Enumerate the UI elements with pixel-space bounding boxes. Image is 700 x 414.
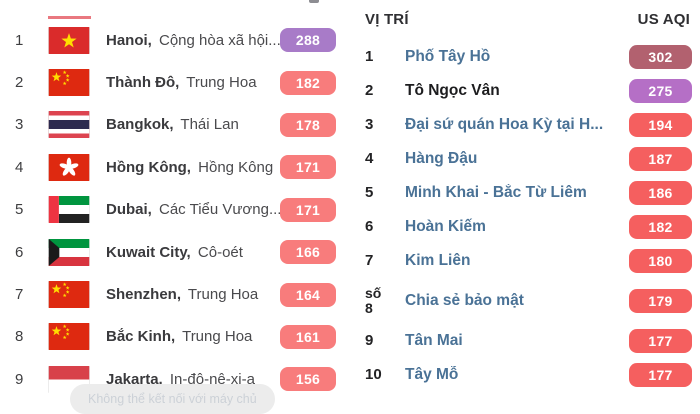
station-name-link[interactable]: Đại sứ quán Hoa Kỳ tại H...	[405, 116, 604, 133]
city-name: Hồng Kông, Hồng Kông	[106, 158, 274, 176]
aqi-badge: 182	[280, 70, 336, 95]
aqi-badge: 178	[280, 112, 336, 137]
station-name-link[interactable]: Kim Liên	[405, 252, 471, 269]
aqi-badge: 161	[280, 324, 336, 349]
station-ranking-header: VỊ TRÍ US AQI	[365, 8, 692, 30]
rank-number: số 8	[365, 285, 382, 316]
flag-china-icon	[48, 323, 90, 351]
aqi-badge: 171	[280, 155, 336, 180]
station-ranking-row[interactable]: 9 Tân Mai 177	[365, 324, 692, 358]
city-ranking-row[interactable]: 9 Jakarta, In-đô-nê-xi-a 156	[0, 358, 350, 400]
rank-number: 1	[15, 31, 24, 49]
city-ranking-list: 1 Hanoi, Cộng hòa xã hội... 288 2 Thành …	[0, 0, 350, 400]
city-ranking-row[interactable]: 4 Hồng Kông, Hồng Kông 171	[0, 146, 350, 188]
aqi-badge: 179	[629, 289, 692, 313]
flag-vietnam-icon	[48, 26, 90, 54]
flag-china-icon	[48, 69, 90, 97]
station-ranking-row[interactable]: 6 Hoàn Kiếm 182	[365, 210, 692, 244]
station-ranking-row[interactable]: 7 Kim Liên 180	[365, 244, 692, 278]
aqi-badge: 194	[629, 113, 692, 137]
aqi-badge: 288	[280, 28, 336, 53]
aqi-badge: 186	[629, 181, 692, 205]
city-ranking-row[interactable]: 5 Dubai, Các Tiểu Vương... 171	[0, 189, 350, 231]
connection-error-toast: Không thể kết nối với máy chủ	[70, 384, 275, 414]
flag-hong-kong-icon	[48, 153, 90, 181]
rank-number: 1	[365, 48, 374, 66]
station-ranking-panel: VỊ TRÍ US AQI 1 Phố Tây Hồ 302 2 Tô Ngọc…	[350, 0, 700, 400]
city-name: Jakarta, In-đô-nê-xi-a	[106, 370, 255, 388]
flag-thailand-icon	[48, 111, 90, 139]
rank-number: 4	[365, 150, 374, 168]
station-ranking-row[interactable]: 10 Tây Mỗ 177	[365, 358, 692, 392]
flag-china-icon	[48, 281, 90, 309]
city-ranking-row[interactable]: 6 Kuwait City, Cô-oét 166	[0, 231, 350, 273]
rank-number: 2	[365, 82, 374, 100]
rank-number: 5	[15, 201, 24, 219]
station-name-link[interactable]: Chia sẻ bảo mật	[405, 292, 524, 309]
station-ranking-rows: 1 Phố Tây Hồ 302 2 Tô Ngọc Vân 275 3 Đại…	[365, 40, 692, 392]
aqi-badge: 187	[629, 147, 692, 171]
station-name-link[interactable]: Minh Khai - Bắc Từ Liêm	[405, 184, 587, 201]
station-name-link[interactable]: Phố Tây Hồ	[405, 48, 491, 65]
aqi-badge: 164	[280, 282, 336, 307]
aqi-badge: 156	[280, 367, 336, 392]
aqi-badge: 177	[629, 329, 692, 353]
station-ranking-row[interactable]: 5 Minh Khai - Bắc Từ Liêm 186	[365, 176, 692, 210]
station-ranking-row[interactable]: 4 Hàng Đậu 187	[365, 142, 692, 176]
city-ranking-row[interactable]: 2 Thành Đô, Trung Hoa 182	[0, 61, 350, 103]
station-name-link[interactable]: Tây Mỗ	[405, 366, 459, 383]
city-name: Bangkok, Thái Lan	[106, 116, 239, 134]
station-name-link[interactable]: Tân Mai	[405, 332, 463, 349]
rank-number: 4	[15, 158, 24, 176]
flag-uae-icon	[48, 196, 90, 224]
city-name: Bắc Kinh, Trung Hoa	[106, 328, 253, 346]
aqi-badge: 166	[280, 240, 336, 265]
rank-number: 10	[365, 366, 382, 384]
station-ranking-row[interactable]: 2 Tô Ngọc Vân 275	[365, 74, 692, 108]
rank-number: 7	[365, 252, 374, 270]
station-name-link[interactable]: Tô Ngọc Vân	[405, 82, 500, 99]
city-name: Thành Đô, Trung Hoa	[106, 74, 257, 92]
city-ranking-row[interactable]: 3 Bangkok, Thái Lan 178	[0, 104, 350, 146]
aqi-badge: 180	[629, 249, 692, 273]
city-name: Hanoi, Cộng hòa xã hội...	[106, 31, 280, 49]
rank-number: 9	[365, 332, 374, 350]
rank-number: 6	[15, 243, 24, 261]
rank-number: 3	[365, 116, 374, 134]
city-name: Kuwait City, Cô-oét	[106, 243, 243, 261]
rank-number: 6	[365, 218, 374, 236]
city-ranking-row[interactable]: 1 Hanoi, Cộng hòa xã hội... 288	[0, 19, 350, 61]
station-name-link[interactable]: Hàng Đậu	[405, 150, 478, 167]
city-ranking-row[interactable]: 7 Shenzhen, Trung Hoa 164	[0, 273, 350, 315]
aqi-badge: 177	[629, 363, 692, 387]
location-column-header: VỊ TRÍ	[365, 10, 409, 28]
us-aqi-column-header: US AQI	[637, 10, 690, 28]
city-ranking-row[interactable]: 8 Bắc Kinh, Trung Hoa 161	[0, 316, 350, 358]
aqi-badge: 182	[629, 215, 692, 239]
city-name: Dubai, Các Tiểu Vương...	[106, 201, 280, 219]
station-ranking-row[interactable]: 1 Phố Tây Hồ 302	[365, 40, 692, 74]
flag-kuwait-icon	[48, 238, 90, 266]
rank-number: 8	[15, 328, 24, 346]
station-name-link[interactable]: Hoàn Kiếm	[405, 218, 486, 235]
aqi-badge: 171	[280, 197, 336, 222]
station-ranking-row[interactable]: 3 Đại sứ quán Hoa Kỳ tại H... 194	[365, 108, 692, 142]
city-name: Shenzhen, Trung Hoa	[106, 286, 259, 304]
rank-number: 5	[365, 184, 374, 202]
cutoff-badge-fragment	[309, 0, 319, 3]
rank-number: 7	[15, 286, 24, 304]
aqi-badge: 275	[629, 79, 692, 103]
rank-number: 2	[15, 74, 24, 92]
aqi-badge: 302	[629, 45, 692, 69]
cutoff-flag-fragment	[48, 16, 91, 19]
rank-number: 3	[15, 116, 24, 134]
station-ranking-row[interactable]: số 8 Chia sẻ bảo mật 179	[365, 278, 692, 324]
rank-number: 9	[15, 370, 24, 388]
